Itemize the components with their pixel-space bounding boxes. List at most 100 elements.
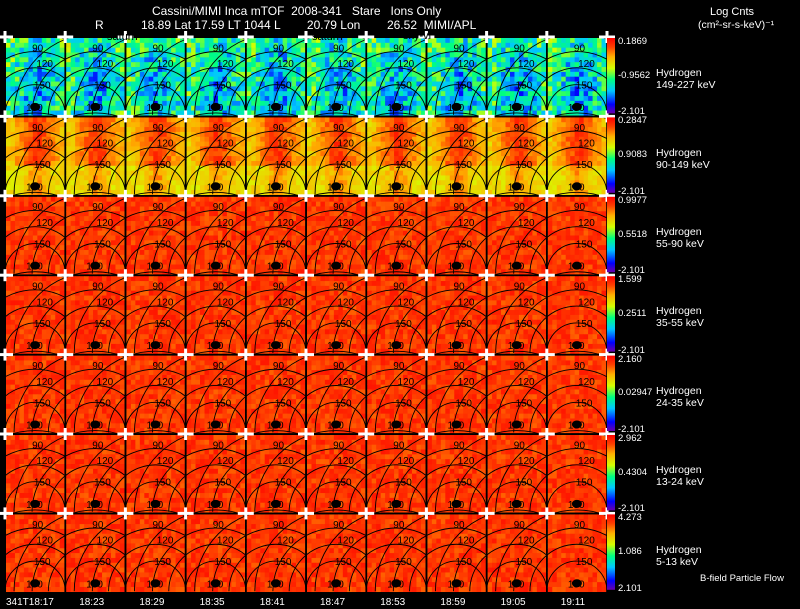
colorbar-0 bbox=[607, 38, 615, 114]
time-label: 19:05 bbox=[500, 597, 526, 608]
saturn-marker bbox=[331, 499, 342, 508]
contour-label: 150 bbox=[395, 319, 412, 330]
saturn-marker bbox=[270, 182, 281, 191]
contour-label: 150 bbox=[335, 557, 352, 568]
saturn-marker bbox=[451, 579, 462, 588]
contour-label: 150 bbox=[516, 557, 533, 568]
contour-label: 120 bbox=[277, 139, 294, 150]
saturn-marker bbox=[511, 499, 522, 508]
saturn-marker bbox=[511, 579, 522, 588]
panel-r4-c6: 90120150180 bbox=[314, 350, 479, 435]
footer-label: B-field Particle Flow bbox=[700, 573, 784, 584]
saturn-marker bbox=[571, 341, 582, 350]
panel-cross bbox=[237, 189, 254, 202]
contour-label: 90 bbox=[92, 440, 104, 451]
contour-label: 150 bbox=[34, 398, 51, 409]
contour-label: 90 bbox=[574, 520, 586, 531]
panel-cross bbox=[538, 189, 555, 202]
contour-label: 120 bbox=[277, 377, 294, 388]
species-label: Hydrogen bbox=[656, 305, 702, 318]
contour-label: 90 bbox=[92, 282, 104, 293]
contour-label: 90 bbox=[333, 520, 345, 531]
contour-label: 120 bbox=[518, 297, 535, 308]
contour-label: 90 bbox=[454, 123, 466, 134]
pitch-contours bbox=[495, 112, 659, 195]
panel-r4-c3: 90120150180 bbox=[133, 350, 298, 435]
contour-label: 150 bbox=[576, 239, 593, 250]
contour-label: 120 bbox=[97, 297, 114, 308]
panel-cross bbox=[599, 428, 615, 440]
panel-cross bbox=[418, 110, 435, 123]
panel-cross bbox=[57, 31, 74, 43]
contour-label: 120 bbox=[217, 456, 234, 467]
contour-label: 120 bbox=[398, 59, 415, 70]
colorbar-tick-cmin: -2.101 bbox=[618, 265, 645, 277]
contour-label: 90 bbox=[153, 123, 165, 134]
panel-cross bbox=[117, 31, 134, 43]
time-label: 19:11 bbox=[560, 597, 586, 608]
contour-label: 150 bbox=[516, 319, 533, 330]
saturn-marker bbox=[391, 499, 402, 508]
contour-label: 150 bbox=[335, 160, 352, 171]
panel-cross bbox=[117, 110, 134, 123]
contour-label: 90 bbox=[153, 282, 165, 293]
contour-label: 150 bbox=[576, 557, 593, 568]
contour-label: 120 bbox=[518, 218, 535, 229]
contour-label: 120 bbox=[97, 536, 114, 547]
contour-label: 150 bbox=[576, 398, 593, 409]
panel-cross bbox=[298, 31, 314, 43]
panel-r4-c7: 90120150180 bbox=[374, 350, 539, 435]
contour-label: 150 bbox=[34, 557, 51, 568]
colorbar-2 bbox=[607, 196, 615, 273]
contour-label: 150 bbox=[455, 557, 472, 568]
panel-cross bbox=[358, 189, 375, 202]
panel-cross bbox=[418, 189, 435, 202]
contour-label: 120 bbox=[578, 536, 595, 547]
panel-r5-c9: 90120150180 bbox=[495, 430, 659, 515]
contour-label: 120 bbox=[157, 218, 174, 229]
panel-cross bbox=[298, 189, 314, 202]
contour-label: 120 bbox=[337, 456, 354, 467]
panel-cross bbox=[237, 31, 254, 43]
panel-r0-c7: 90120150180 bbox=[374, 33, 539, 118]
panel-cross bbox=[0, 428, 13, 440]
contour-label: 120 bbox=[36, 59, 53, 70]
contour-label: 90 bbox=[213, 123, 225, 134]
contour-label: 120 bbox=[458, 297, 475, 308]
saturn-marker bbox=[150, 102, 161, 111]
saturn-marker bbox=[210, 341, 221, 350]
contour-label: 120 bbox=[277, 218, 294, 229]
contour-label: 120 bbox=[518, 456, 535, 467]
time-label: 18:23 bbox=[79, 597, 105, 608]
saturn-marker bbox=[210, 420, 221, 429]
saturn-marker bbox=[331, 261, 342, 270]
panel-cross bbox=[298, 269, 314, 282]
saturn-marker bbox=[331, 102, 342, 111]
contour-label: 150 bbox=[335, 398, 352, 409]
contour-label: 120 bbox=[217, 536, 234, 547]
contour-label: 90 bbox=[273, 43, 285, 54]
contour-label: 90 bbox=[454, 440, 466, 451]
contour-label: 150 bbox=[455, 160, 472, 171]
row-label: Hydrogen 90-149 keV bbox=[656, 147, 710, 171]
panel-cross bbox=[358, 428, 375, 440]
contour-label: 150 bbox=[94, 557, 111, 568]
panel-r6-c0: 90120150180 bbox=[0, 509, 117, 594]
contour-label: 150 bbox=[395, 239, 412, 250]
contour-label: 90 bbox=[32, 361, 44, 372]
contour-label: 120 bbox=[518, 139, 535, 150]
colorbar-tick-cmid: 0.2511 bbox=[618, 307, 647, 319]
contour-label: 150 bbox=[335, 81, 352, 92]
saturn-marker bbox=[451, 420, 462, 429]
contour-label: 120 bbox=[36, 456, 53, 467]
saturn-marker bbox=[451, 182, 462, 191]
contour-label: 150 bbox=[154, 239, 171, 250]
contour-label: 90 bbox=[454, 520, 466, 531]
saturn-marker bbox=[571, 420, 582, 429]
panel-r4-c8: 90120150180 bbox=[434, 350, 599, 435]
contour-label: 90 bbox=[213, 43, 225, 54]
saturn-marker bbox=[150, 499, 161, 508]
panel-cross bbox=[599, 189, 615, 202]
panel-cross bbox=[57, 189, 74, 202]
contour-label: 90 bbox=[454, 43, 466, 54]
